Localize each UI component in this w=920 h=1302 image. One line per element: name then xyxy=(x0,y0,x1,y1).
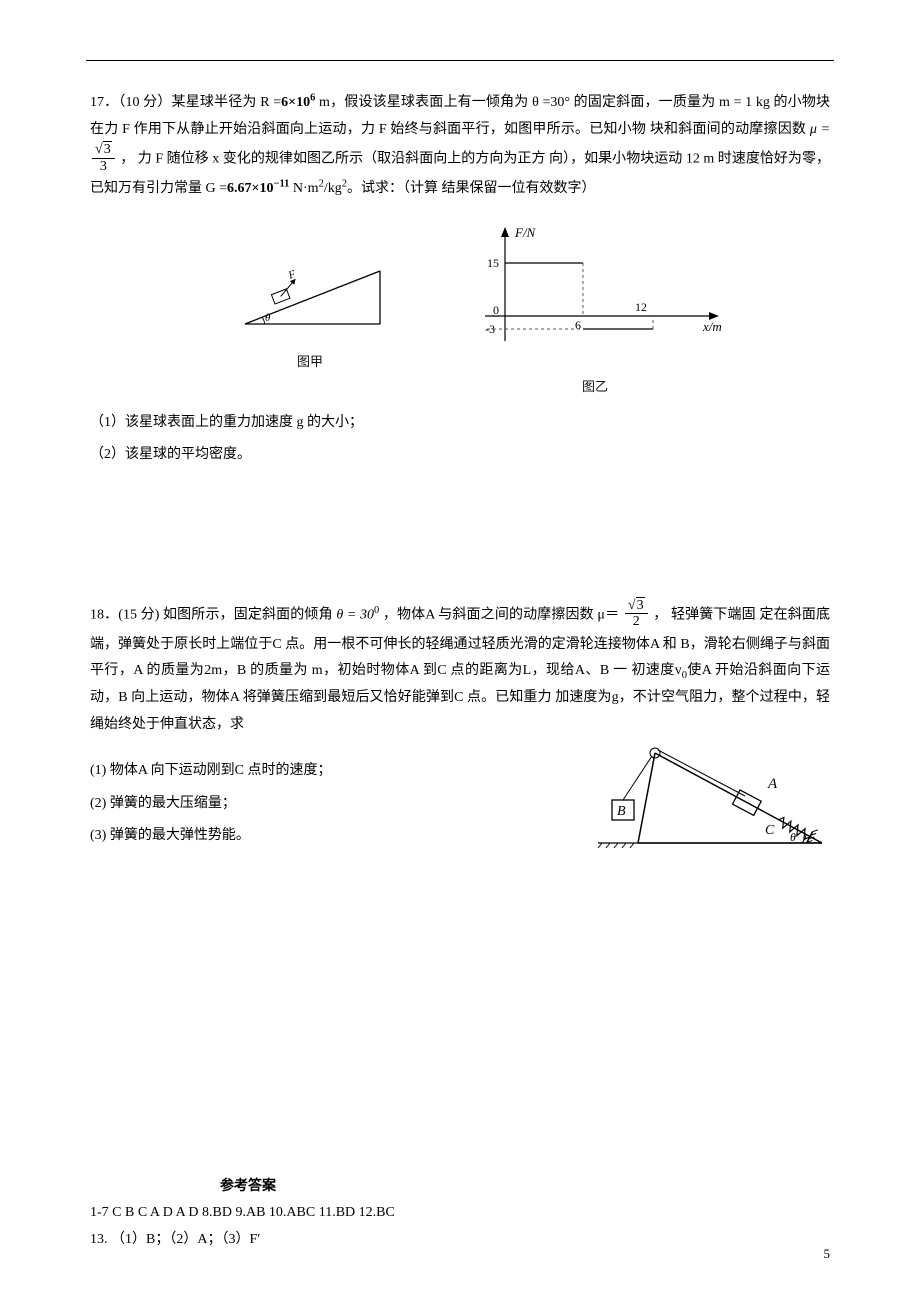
theta-eq: θ = 30 xyxy=(336,608,374,623)
page-number: 5 xyxy=(824,1242,831,1267)
svg-text:B: B xyxy=(617,804,626,819)
p17-G: 6.67×10 xyxy=(227,181,273,196)
svg-text:15: 15 xyxy=(487,256,499,270)
fig-jia-caption: 图甲 xyxy=(235,350,385,375)
svg-text:x/m: x/m xyxy=(702,319,722,334)
p18-l1b: ，物体A 与斜面之间的动摩擦因数 μ＝ xyxy=(383,608,619,623)
problem-17: 17．（10 分）某星球半径为 R =6×106 m，假设该星球表面上有一倾角为… xyxy=(90,90,830,203)
svg-text:6: 6 xyxy=(575,318,581,332)
svg-text:F: F xyxy=(286,268,298,282)
answers-line1: 1-7 C B C A D A D 8.BD 9.AB 10.ABC 11.BD… xyxy=(90,1200,830,1227)
pulley-incline-icon: A B C θ xyxy=(590,738,830,853)
p17-l1b: m，假设该星球表面上有一倾角为 θ =30° 的固定斜面，一质量为 m xyxy=(315,95,730,110)
p17-figures: θ F 图甲 F/N x/m 15 0 -3 6 12 xyxy=(140,221,830,400)
figure-18: A B C θ xyxy=(590,738,830,864)
p17-l1a: 某星球半径为 R = xyxy=(172,95,282,110)
svg-text:0: 0 xyxy=(493,303,499,317)
p17-l4c: /kg xyxy=(324,181,342,196)
mu-fraction: 3 3 xyxy=(92,141,115,174)
svg-text:A: A xyxy=(767,776,778,792)
p18-l1a: 如图所示，固定斜面的倾角 xyxy=(163,608,333,623)
mu-symbol: μ = xyxy=(810,122,830,137)
page-top-rule xyxy=(86,60,834,61)
spacer xyxy=(90,469,830,599)
p17-l5: 结果保留一位有效数字） xyxy=(441,181,595,196)
p18-q3: (3) 弹簧的最大弹性势能。 xyxy=(90,823,570,850)
svg-text:C: C xyxy=(765,823,775,838)
svg-text:θ: θ xyxy=(265,312,271,324)
answers-section: 参考答案 1-7 C B C A D A D 8.BD 9.AB 10.ABC … xyxy=(90,1174,830,1254)
figure-yi: F/N x/m 15 0 -3 6 12 图乙 xyxy=(455,221,735,400)
p17-l3a: 块和斜面间的动摩擦因数 xyxy=(650,122,806,137)
p18-label: 18．(15 分) xyxy=(90,608,163,623)
sqrt-icon-2: 3 xyxy=(628,597,645,613)
problem-18: 18．(15 分) 如图所示，固定斜面的倾角 θ = 300 ，物体A 与斜面之… xyxy=(90,599,830,738)
p18-subq-row: (1) 物体A 向下运动刚到C 点时的速度； (2) 弹簧的最大压缩量； (3)… xyxy=(90,738,830,864)
svg-text:θ: θ xyxy=(790,830,796,844)
p17-label: 17．（10 分） xyxy=(90,95,172,110)
theta-deg: 0 xyxy=(374,605,379,616)
p18-q1: (1) 物体A 向下运动刚到C 点时的速度； xyxy=(90,758,570,785)
p17-q2: （2）该星球的平均密度。 xyxy=(90,442,830,469)
p17-R: 6×10 xyxy=(281,95,310,110)
p17-l3b: ， 力 F 随位移 x 变化的规律如图乙所示（取沿斜面向上的方向为正方 xyxy=(120,152,545,167)
figure-jia: θ F 图甲 xyxy=(235,246,385,375)
p17-q1: （1）该星球表面上的重力加速度 g 的大小； xyxy=(90,410,830,437)
answers-title: 参考答案 xyxy=(90,1174,830,1201)
p18-l4: 初速度v xyxy=(631,663,681,678)
incline-diagram-icon: θ F xyxy=(235,246,385,336)
p17-l4d: 。试求：（计算 xyxy=(347,181,438,196)
p18-l1c: ， 轻弹簧下端固 xyxy=(653,608,756,623)
p17-l4b: N·m xyxy=(289,181,318,196)
mu-fraction-18: 3 2 xyxy=(625,597,648,630)
sqrt-icon: 3 xyxy=(95,141,112,157)
svg-text:12: 12 xyxy=(635,300,647,314)
p18-q2: (2) 弹簧的最大压缩量； xyxy=(90,791,570,818)
svg-text:F/N: F/N xyxy=(514,225,537,240)
p17-G-exp: −11 xyxy=(274,178,290,189)
fig-yi-caption: 图乙 xyxy=(455,375,735,400)
fx-graph-icon: F/N x/m 15 0 -3 6 12 xyxy=(455,221,735,361)
answers-line2: 13. （1）B；（2）A；（3）F′ xyxy=(90,1227,830,1254)
